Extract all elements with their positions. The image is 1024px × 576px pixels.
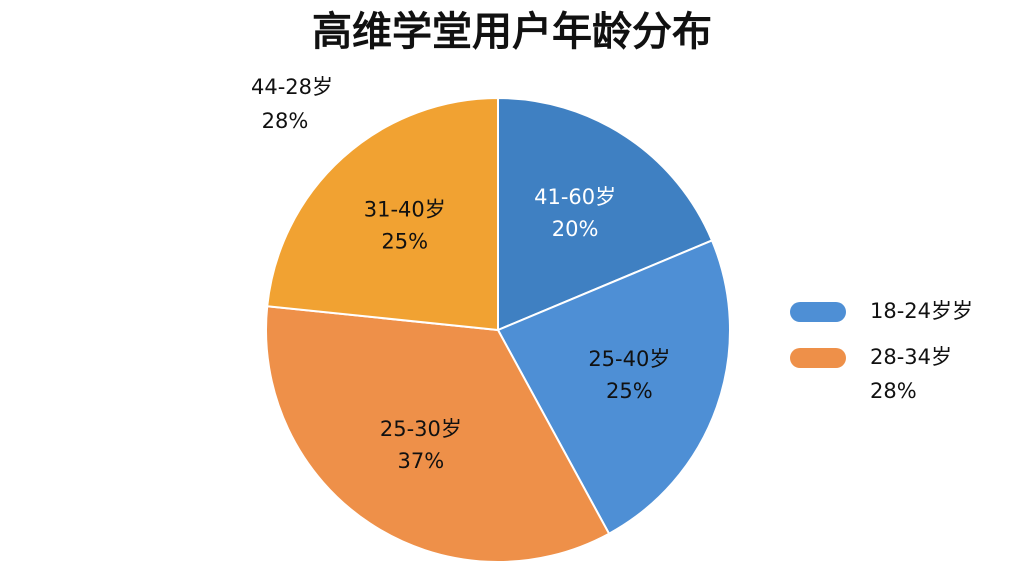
- annotation: 44-28岁: [251, 75, 333, 99]
- chart-title: 高维学堂用户年龄分布: [312, 9, 712, 55]
- slice-label: 31-40岁: [364, 198, 446, 222]
- pie-slice: [496, 239, 731, 536]
- legend-swatch: [790, 348, 846, 368]
- pie-slice: [266, 96, 499, 332]
- legend-note: 28%: [870, 379, 917, 403]
- slice-value-label: 25%: [606, 379, 653, 403]
- slice-label: 25-40岁: [588, 347, 670, 371]
- slice-label: 41-60岁: [534, 185, 616, 209]
- legend-swatch: [790, 302, 846, 322]
- slice-label: 25-30岁: [380, 417, 462, 441]
- slice-value-label: 37%: [398, 449, 445, 473]
- legend-label: 28-34岁: [870, 345, 952, 369]
- pie-slice: [265, 305, 611, 563]
- annotation-note: 28%: [262, 109, 309, 133]
- slice-value-label: 20%: [552, 217, 599, 241]
- slice-value-label: 25%: [381, 230, 428, 254]
- legend-label: 18-24岁岁: [870, 299, 973, 323]
- pie-slice: [497, 96, 714, 332]
